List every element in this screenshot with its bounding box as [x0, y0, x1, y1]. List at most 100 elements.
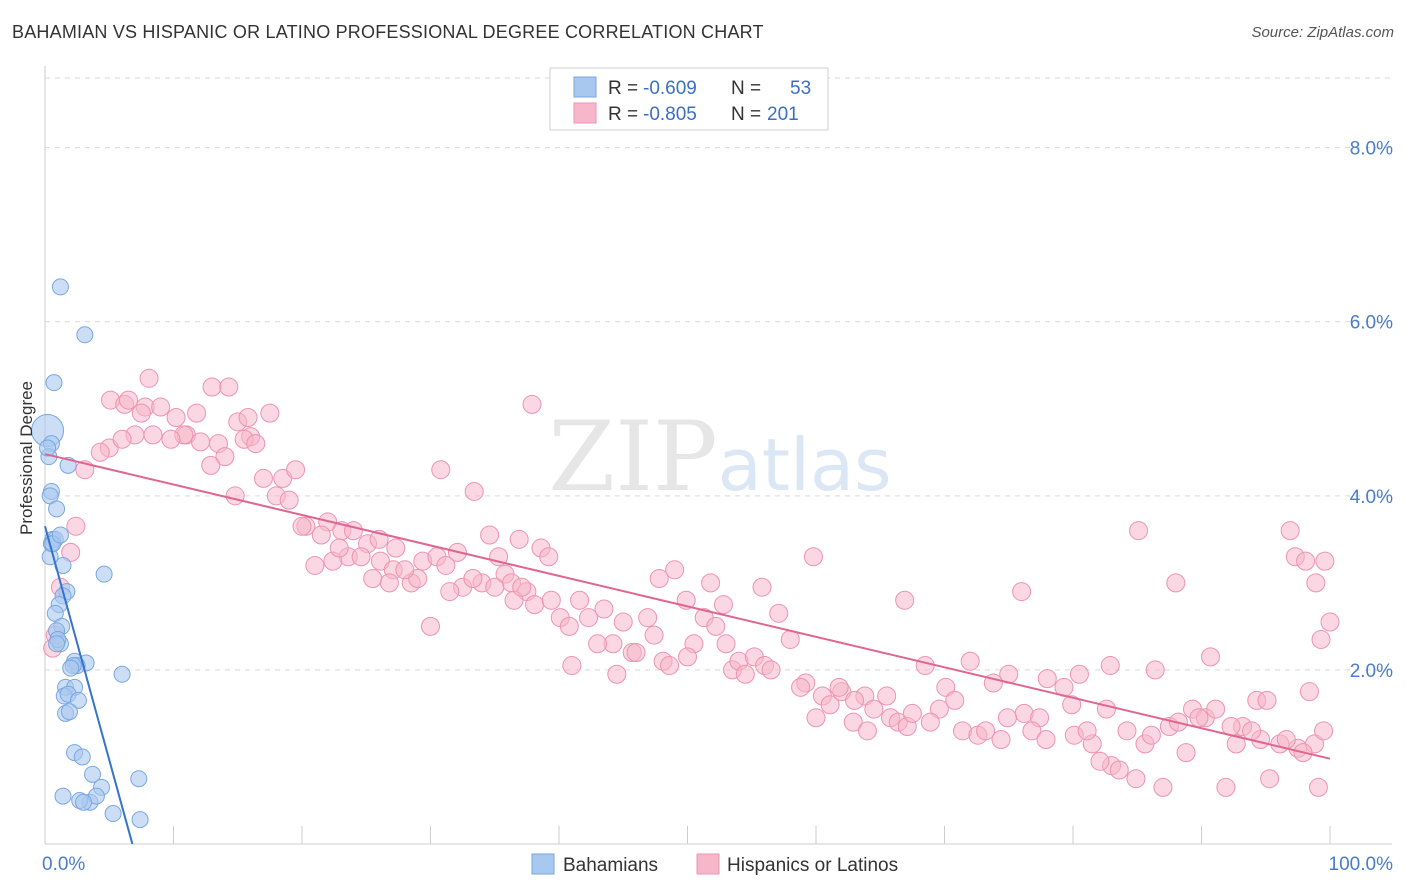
x-tick-label: 0.0% — [42, 854, 85, 875]
hispanics-point — [665, 560, 685, 580]
hispanics-point — [706, 616, 726, 636]
bahamians-point — [51, 526, 69, 544]
hispanics-point — [1062, 695, 1082, 715]
hispanics-point — [1096, 699, 1116, 719]
bahamians-point — [54, 787, 72, 805]
chart-title: BAHAMIAN VS HISPANIC OR LATINO PROFESSIO… — [12, 22, 764, 42]
legend-n-value-hispanics: 201 — [767, 104, 799, 125]
hispanics-trend-line — [44, 453, 1331, 760]
hispanics-point — [166, 407, 186, 427]
hispanics-point — [1100, 656, 1120, 676]
hispanics-point — [806, 708, 826, 728]
hispanics-point — [559, 616, 579, 636]
legend-r-value-hispanics: -0.805 — [643, 104, 697, 125]
hispanics-point — [386, 538, 406, 558]
legend-swatch-bahamians — [573, 76, 597, 98]
hispanics-point — [607, 664, 627, 684]
hispanics-point — [570, 590, 590, 610]
hispanics-point — [1022, 721, 1042, 741]
hispanics-point — [1036, 730, 1056, 750]
watermark: ZIPatlas — [548, 401, 891, 513]
hispanics-point — [541, 590, 561, 610]
hispanics-point — [131, 403, 151, 423]
hispanics-point — [1260, 769, 1280, 789]
hispanics-point — [119, 390, 139, 410]
hispanics-point — [1153, 777, 1173, 797]
hispanics-point — [1077, 721, 1097, 741]
hispanics-point — [286, 460, 306, 480]
hispanics-point — [431, 460, 451, 480]
hispanics-point — [1257, 690, 1277, 710]
bahamians-point — [113, 665, 131, 683]
hispanics-point — [463, 569, 483, 589]
hispanics-point — [976, 721, 996, 741]
hispanics-point — [1117, 721, 1137, 741]
hispanics-point — [1320, 612, 1340, 632]
bahamians-point — [48, 500, 66, 518]
hispanics-point — [895, 590, 915, 610]
legend-r-value-bahamians: -0.609 — [643, 78, 697, 99]
bottom-legend-hispanics: Hispanics or Latinos — [727, 855, 898, 876]
hispanics-point — [351, 547, 371, 567]
hispanics-point — [829, 677, 849, 697]
hispanics-point — [480, 525, 500, 545]
y-tick-label: 6.0% — [1350, 313, 1393, 334]
hispanics-point — [929, 699, 949, 719]
hispanics-point — [803, 547, 823, 567]
hispanics-point — [1314, 721, 1334, 741]
hispanics-point — [1226, 734, 1246, 754]
legend-r-label-2: R = — [608, 104, 638, 125]
x-tick-labels: 0.0% 100.0% — [42, 854, 1393, 875]
hispanics-point — [960, 651, 980, 671]
hispanics-point — [190, 432, 210, 452]
hispanics-point — [363, 569, 383, 589]
trend-lines — [44, 453, 1331, 845]
hispanics-point — [594, 599, 614, 619]
bahamians-point — [51, 278, 69, 296]
hispanics-point — [1037, 669, 1057, 689]
hispanics-point — [485, 577, 505, 597]
hispanics-point — [735, 664, 755, 684]
hispanics-point — [902, 703, 922, 723]
hispanics-point — [1189, 708, 1209, 728]
hispanics-point — [66, 516, 86, 536]
hispanics-point — [139, 368, 159, 388]
hispanics-point — [1145, 660, 1165, 680]
hispanics-point — [820, 695, 840, 715]
legend-n-value-bahamians: 53 — [790, 78, 811, 99]
hispanics-point — [112, 429, 132, 449]
bahamians-point — [45, 374, 63, 392]
bahamians-point — [131, 811, 149, 829]
hispanics-point — [311, 525, 331, 545]
hispanics-point — [752, 577, 772, 597]
hispanics-point — [238, 407, 258, 427]
legend-n-label-2: N = — [731, 104, 761, 125]
bottom-legend-swatch-bahamians — [531, 853, 555, 875]
hispanics-point — [539, 547, 559, 567]
hispanics-point — [1176, 743, 1196, 763]
bahamians-point — [130, 770, 148, 788]
hispanics-point — [626, 643, 646, 662]
hispanics-point — [761, 660, 781, 680]
hispanics-point — [1206, 699, 1226, 719]
bahamians-point — [84, 765, 102, 783]
hispanics-point — [246, 434, 266, 454]
hispanics-point — [1166, 573, 1186, 593]
hispanics-point — [915, 656, 935, 676]
source-label: Source: ZipAtlas.com — [1251, 24, 1394, 41]
hispanics-point — [395, 560, 415, 580]
hispanics-point — [877, 686, 897, 706]
hispanics-point — [562, 656, 582, 676]
hispanics-point — [791, 677, 811, 697]
hispanics-point — [579, 608, 599, 628]
hispanics-point — [588, 634, 608, 654]
hispanics-point — [305, 555, 325, 575]
hispanics-point — [769, 603, 789, 623]
hispanics-point — [1200, 647, 1220, 667]
hispanics-point — [440, 582, 460, 602]
hispanics-point — [716, 634, 736, 654]
y-tick-label: 2.0% — [1350, 661, 1393, 682]
hispanics-point — [421, 616, 440, 636]
bottom-legend: Bahamians Hispanics or Latinos — [531, 853, 898, 876]
